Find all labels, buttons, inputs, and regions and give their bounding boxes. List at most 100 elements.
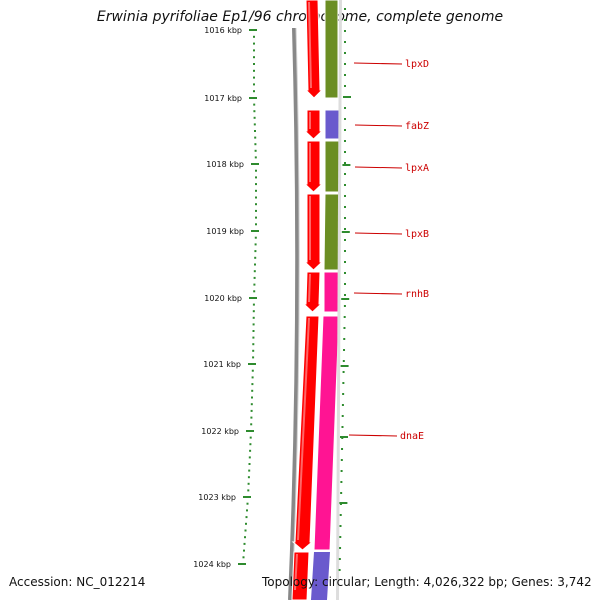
kbp-minor-tick (255, 169, 257, 172)
gene-label-lpxD[interactable]: lpxD (405, 59, 429, 70)
kbp-minor-tick (252, 303, 255, 306)
outer-dot (339, 547, 342, 549)
gene-dnaE (313, 315, 340, 551)
gene-rnhB (323, 271, 340, 313)
gene-label-fabZ[interactable]: fabZ (405, 121, 429, 132)
kbp-minor-tick (247, 482, 250, 485)
outer-dot (344, 272, 346, 274)
kbp-minor-tick (250, 423, 253, 426)
gene-fabZ (324, 109, 340, 140)
kbp-minor-tick (254, 236, 257, 239)
kbp-minor-tick (253, 290, 256, 293)
kbp-minor-tick (255, 223, 257, 226)
gene-leader-line (353, 292, 403, 295)
kbp-minor-tick (252, 336, 255, 339)
kbp-minor-tick (251, 383, 254, 386)
kbp-minor-tick (255, 183, 257, 186)
outer-dot (342, 360, 345, 362)
outer-dot (339, 536, 342, 538)
kbp-minor-tick (253, 83, 255, 86)
kbp-tick-label: 1022 kbp (201, 427, 239, 436)
kbp-tick-label: 1018 kbp (206, 160, 244, 169)
outer-dot (344, 261, 346, 263)
gene-track (311, 0, 351, 600)
kbp-minor-tick (251, 389, 254, 392)
kbp-minor-tick (246, 509, 248, 512)
kbp-minor-tick (248, 456, 251, 459)
kbp-minor-tick (252, 323, 255, 326)
gene-leader-line (354, 124, 403, 127)
kbp-minor-tick (253, 116, 256, 119)
kbp-minor-tick (245, 522, 247, 525)
gene-label-lpxA[interactable]: lpxA (405, 163, 429, 174)
outer-dot (339, 525, 342, 527)
kbp-minor-tick (247, 489, 250, 492)
kbp-tick-label: 1021 kbp (203, 360, 241, 369)
kbp-minor-tick (252, 316, 255, 319)
outer-dot (338, 569, 341, 571)
kbp-tick-label: 1024 kbp (193, 560, 231, 569)
outer-dot (344, 85, 346, 87)
cds-arrow (302, 271, 323, 313)
kbp-minor-tick (250, 416, 253, 419)
kbp-minor-tick (252, 356, 255, 359)
kbp-minor-tick (245, 516, 248, 519)
outer-dot (344, 118, 346, 120)
kbp-tick-label: 1017 kbp (204, 94, 242, 103)
kbp-minor-tick (251, 369, 254, 372)
gene-label-rnhB[interactable]: rnhB (405, 289, 429, 300)
outer-dot (344, 63, 346, 65)
gene-label-lpxB[interactable]: lpxB (405, 229, 429, 240)
outer-dot (344, 294, 346, 296)
kbp-minor-tick (255, 216, 257, 219)
kbp-minor-tick (251, 376, 254, 379)
kbp-minor-tick (254, 149, 257, 152)
outer-dot (344, 283, 346, 285)
outer-dot (344, 19, 346, 21)
kbp-minor-tick (249, 449, 252, 452)
outer-dot (340, 470, 343, 472)
outer-dot (342, 382, 345, 384)
outer-dot (342, 393, 345, 395)
kbp-minor-tick (253, 49, 255, 52)
kbp-minor-tick (252, 343, 255, 346)
gene-leader-line (353, 62, 403, 65)
kbp-minor-tick (254, 243, 257, 246)
outer-dot (343, 316, 346, 318)
accession-text: Accession: NC_012214 (9, 575, 146, 589)
outer-dot (344, 52, 346, 54)
outer-dot (340, 481, 343, 483)
gene-lpxD (324, 0, 339, 99)
cds-arrow (303, 193, 324, 271)
gene-label-dnaE[interactable]: dnaE (400, 431, 424, 442)
kbp-minor-tick (254, 130, 256, 132)
outer-dot (341, 415, 344, 417)
outer-dot (344, 129, 346, 131)
outer-dot (344, 151, 346, 153)
kbp-minor-tick (253, 110, 256, 113)
gene-edge (336, 0, 342, 600)
kbp-minor-tick (253, 35, 255, 38)
kbp-minor-tick (253, 90, 255, 93)
outer-dot (344, 162, 346, 164)
kbp-minor-tick (253, 283, 256, 286)
kbp-tick-label: 1023 kbp (198, 493, 236, 502)
cds-arrow (303, 140, 324, 193)
gene-leader-line (354, 232, 403, 235)
outer-dot (344, 184, 346, 186)
outer-dot (344, 74, 346, 76)
kbp-minor-tick (255, 189, 257, 192)
kbp-minor-tick (254, 250, 257, 253)
gene-leader-line (354, 166, 403, 169)
cds-highlight (297, 317, 310, 541)
outer-dot (341, 404, 344, 406)
kbp-minor-tick (255, 203, 257, 206)
kbp-minor-tick (248, 469, 251, 472)
kbp-minor-tick (249, 436, 252, 439)
kbp-minor-tick (251, 396, 253, 399)
outer-dot (344, 41, 346, 43)
kbp-minor-tick (243, 542, 246, 545)
kbp-minor-tick (248, 463, 251, 465)
outer-dot (344, 30, 346, 32)
